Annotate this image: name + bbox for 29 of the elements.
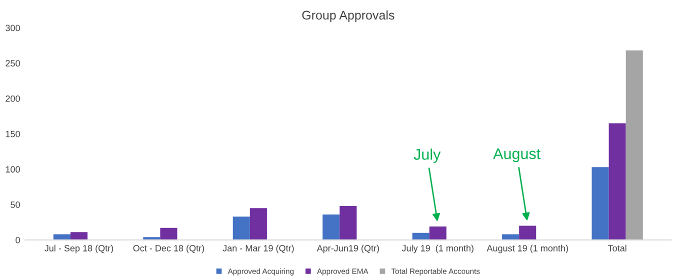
bar (626, 50, 643, 240)
y-tick-label: 200 (6, 95, 20, 102)
x-tick-label: Oct - Dec 18 (Qtr) (133, 244, 204, 254)
x-tick-label: July 19 (1 month) (402, 244, 474, 254)
bar (160, 228, 178, 240)
x-tick-label: Total (608, 244, 626, 252)
annotation: August (493, 148, 541, 162)
y-tick-label: 50 (10, 202, 20, 208)
y-tick-label: 150 (6, 130, 20, 138)
bar (519, 226, 536, 240)
y-tick-label: 300 (6, 24, 20, 32)
bar (70, 232, 88, 240)
bar (232, 216, 250, 240)
x-tick-label: Apr-Jun19 (Qtr) (316, 244, 379, 254)
bar (250, 208, 267, 240)
x-tick-label: August 19 (1 month) (486, 244, 568, 254)
x-tick-label: Jan - Mar 19 (Qtr) (222, 244, 294, 254)
y-tick-label: 250 (6, 60, 20, 67)
chart-title: Group Approvals (302, 10, 394, 22)
bar (412, 232, 430, 240)
y-tick-label: 0 (16, 236, 20, 244)
annotation: July (414, 148, 441, 163)
bar (340, 206, 357, 240)
bar (608, 123, 626, 240)
bar (592, 167, 609, 240)
bar (322, 214, 340, 240)
y-tick-label: 100 (6, 166, 20, 173)
x-tick-label: Jul - Sep 18 (Qtr) (44, 244, 114, 254)
bar (429, 226, 446, 240)
